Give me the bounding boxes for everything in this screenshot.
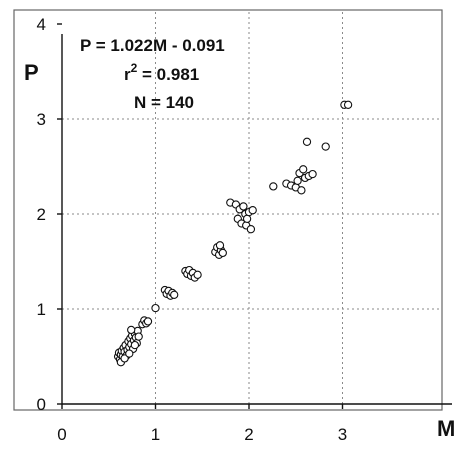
data-point [246, 225, 256, 234]
x-tick-label: 0 [57, 425, 66, 444]
y-tick-labels: 0 1 2 3 4 [37, 15, 62, 414]
grid-lines [62, 12, 440, 404]
r-squared-label: r2 = 0.981 [124, 61, 199, 84]
data-point [299, 165, 308, 174]
data-point [248, 206, 257, 215]
data-point [308, 169, 317, 179]
data-point [134, 332, 143, 341]
y-tick-label: 1 [37, 300, 46, 319]
regression-equation: P = 1.022M - 0.091 [80, 36, 225, 55]
x-axis-title: M [437, 416, 455, 441]
data-point [302, 137, 312, 146]
y-tick-label: 2 [37, 205, 46, 224]
r-squared-prefix: r [124, 65, 131, 84]
r-squared-superscript: 2 [131, 61, 138, 75]
x-tick-label: 3 [338, 425, 347, 444]
data-point [215, 241, 225, 250]
sample-size-label: N = 140 [134, 93, 194, 112]
data-point [130, 340, 140, 350]
data-point [242, 214, 252, 223]
data-point [193, 270, 202, 279]
data-point [218, 248, 227, 258]
data-point [120, 354, 129, 363]
y-tick-label: 4 [37, 15, 46, 34]
data-point [293, 176, 302, 185]
data-point [321, 142, 330, 151]
data-point [269, 182, 278, 191]
plot-frame [13, 9, 443, 411]
x-tick-label: 1 [151, 425, 160, 444]
data-points [113, 100, 353, 367]
data-point [151, 303, 160, 313]
data-point [125, 349, 134, 358]
data-point [297, 186, 306, 195]
data-point [127, 325, 136, 335]
y-axis-title: P [24, 60, 39, 85]
data-point [143, 317, 153, 326]
data-point [343, 100, 353, 109]
y-tick-label: 3 [37, 110, 46, 129]
r-squared-value: = 0.981 [137, 65, 199, 84]
data-point [170, 290, 179, 299]
x-tick-labels: 0 1 2 3 [57, 404, 347, 444]
x-tick-label: 2 [244, 425, 253, 444]
data-point [239, 202, 248, 211]
y-tick-label: 0 [37, 395, 46, 414]
